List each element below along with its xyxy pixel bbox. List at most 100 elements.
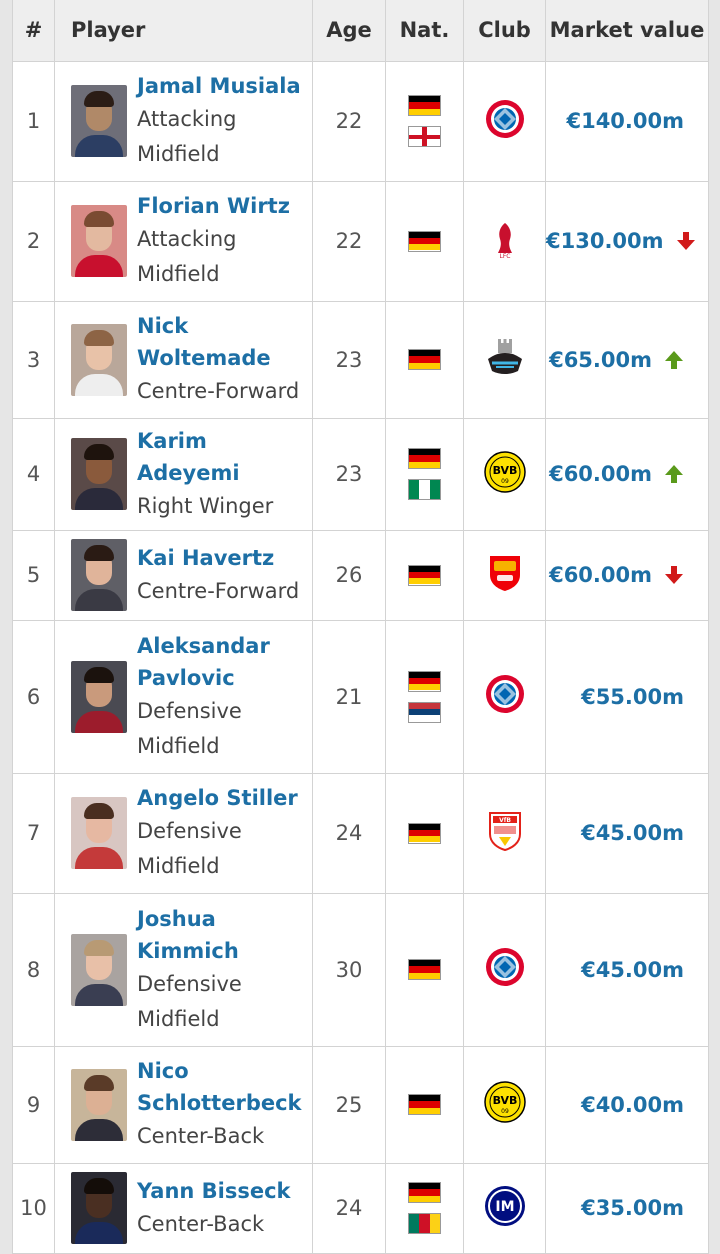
- arsenal-crest-icon[interactable]: [487, 553, 523, 593]
- trend-down-icon: [676, 232, 695, 250]
- market-value-link[interactable]: €45.00m: [581, 821, 684, 845]
- trend-down-icon: [665, 566, 683, 584]
- age-cell: 23: [312, 417, 386, 531]
- player-cell: Florian Wirtz Attacking Midfield: [54, 180, 313, 302]
- header-club[interactable]: Club: [463, 0, 546, 62]
- svg-text:IM: IM: [495, 1199, 514, 1215]
- market-value-link[interactable]: €130.00m: [546, 229, 664, 253]
- rank-cell: 9: [12, 1045, 55, 1164]
- header-rank[interactable]: #: [12, 0, 55, 62]
- market-value-cell: €45.00m: [545, 772, 709, 894]
- market-value-link[interactable]: €40.00m: [581, 1092, 684, 1117]
- germany-flag-icon: [408, 959, 441, 980]
- rank-cell: 10: [12, 1162, 55, 1254]
- nigeria-flag-icon: [408, 479, 441, 500]
- germany-flag-icon: [408, 349, 441, 370]
- player-photo[interactable]: [71, 85, 127, 157]
- svg-text:09: 09: [501, 1108, 509, 1115]
- market-value-cell: €40.00m: [545, 1045, 709, 1164]
- newcastle-crest-icon[interactable]: [484, 337, 526, 377]
- player-position: Centre-Forward: [137, 379, 300, 403]
- market-value-link[interactable]: €140.00m: [566, 109, 684, 133]
- player-cell: Jamal Musiala Attacking Midfield: [54, 60, 313, 182]
- svg-text:09: 09: [501, 478, 509, 485]
- bayern-crest-icon[interactable]: [485, 947, 525, 987]
- age-cell: 21: [312, 619, 386, 774]
- player-photo[interactable]: [71, 660, 127, 733]
- player-name-link[interactable]: Jamal Musiala: [137, 74, 301, 98]
- player-photo[interactable]: [71, 438, 127, 510]
- market-value-cell: €35.00m: [545, 1162, 709, 1254]
- player-position: Attacking Midfield: [137, 227, 237, 286]
- nationality-cell: [385, 1162, 464, 1254]
- bayern-crest-icon[interactable]: [485, 99, 525, 139]
- player-position: Defensive Midfield: [137, 971, 242, 1031]
- bayern-crest-icon[interactable]: [485, 674, 525, 714]
- player-name-link[interactable]: Kai Havertz: [137, 545, 275, 570]
- player-photo[interactable]: [71, 1172, 127, 1244]
- germany-flag-icon: [408, 1182, 441, 1203]
- player-cell: Kai Havertz Centre-Forward: [54, 529, 313, 621]
- inter-crest-icon[interactable]: IM: [484, 1185, 526, 1227]
- nationality-cell: [385, 60, 464, 182]
- player-position: Defensive Midfield: [137, 698, 242, 758]
- player-name-link[interactable]: Angelo Stiller: [137, 786, 298, 810]
- player-photo[interactable]: [71, 933, 127, 1006]
- player-cell: Nico Schlotterbeck Center-Back: [54, 1045, 313, 1164]
- club-cell: [463, 529, 546, 621]
- germany-flag-icon: [408, 448, 441, 469]
- dortmund-crest-icon[interactable]: BVB 09: [483, 450, 526, 493]
- player-photo[interactable]: [71, 797, 127, 869]
- market-value-link[interactable]: €65.00m: [549, 347, 652, 372]
- market-value-link[interactable]: €45.00m: [581, 957, 684, 982]
- player-cell: Karim Adeyemi Right Winger: [54, 417, 313, 531]
- table-row: 1 Jamal Musiala Attacking Midfield 22 €140.0…: [12, 60, 709, 182]
- player-name-link[interactable]: Nico Schlotterbeck: [137, 1059, 302, 1115]
- rank-cell: 2: [12, 180, 55, 302]
- player-name-link[interactable]: Florian Wirtz: [137, 194, 290, 218]
- germany-flag-icon: [408, 822, 441, 844]
- player-name-link[interactable]: Yann Bisseck: [137, 1178, 291, 1203]
- market-value-cell: €60.00m: [545, 529, 709, 621]
- player-name-link[interactable]: Karim Adeyemi: [137, 428, 240, 485]
- player-photo[interactable]: [71, 205, 127, 277]
- nationality-cell: [385, 529, 464, 621]
- club-cell: [463, 300, 546, 419]
- rank-cell: 3: [12, 300, 55, 419]
- player-photo[interactable]: [71, 539, 127, 611]
- liverpool-crest-icon[interactable]: LFC: [490, 219, 520, 259]
- player-name-link[interactable]: Aleksandar Pavlovic: [137, 633, 270, 690]
- player-photo[interactable]: [71, 1068, 127, 1141]
- market-value-cell: €45.00m: [545, 892, 709, 1047]
- player-position: Defensive Midfield: [137, 819, 242, 878]
- nationality-cell: [385, 1045, 464, 1164]
- market-value-cell: €140.00m: [545, 60, 709, 182]
- header-market-value[interactable]: Market value: [545, 0, 709, 62]
- age-cell: 23: [312, 300, 386, 419]
- header-nationality[interactable]: Nat.: [385, 0, 464, 62]
- age-cell: 24: [312, 772, 386, 894]
- player-position: Attacking Midfield: [137, 107, 237, 166]
- club-cell: VfB: [463, 772, 546, 894]
- table-row: 3 Nick Woltemade Centre-Forward 23 €65.00m: [12, 300, 709, 419]
- rank-cell: 5: [12, 529, 55, 621]
- player-position: Centre-Forward: [137, 578, 300, 603]
- club-cell: [463, 60, 546, 182]
- player-name-link[interactable]: Nick Woltemade: [137, 314, 271, 370]
- player-cell: Nick Woltemade Centre-Forward: [54, 300, 313, 419]
- market-value-link[interactable]: €60.00m: [549, 563, 652, 587]
- market-value-link[interactable]: €55.00m: [581, 684, 684, 709]
- header-age[interactable]: Age: [312, 0, 386, 62]
- header-player[interactable]: Player: [54, 0, 313, 62]
- table-row: 5 Kai Havertz Centre-Forward 26 €60.00m: [12, 529, 709, 621]
- dortmund-crest-icon[interactable]: BVB 09: [483, 1081, 526, 1123]
- market-value-link[interactable]: €35.00m: [581, 1196, 684, 1220]
- market-value-table: # Player Age Nat. Club Market value 1 Jam…: [12, 0, 709, 1254]
- player-name-link[interactable]: Joshua Kimmich: [137, 906, 239, 963]
- market-value-link[interactable]: €60.00m: [549, 462, 652, 486]
- nationality-cell: [385, 772, 464, 894]
- player-photo[interactable]: [71, 323, 127, 396]
- stuttgart-crest-icon[interactable]: VfB: [487, 810, 523, 852]
- england-flag-icon: [408, 126, 441, 147]
- table-row: 7 Angelo Stiller Defensive Midfield 24 VfB €4…: [12, 772, 709, 894]
